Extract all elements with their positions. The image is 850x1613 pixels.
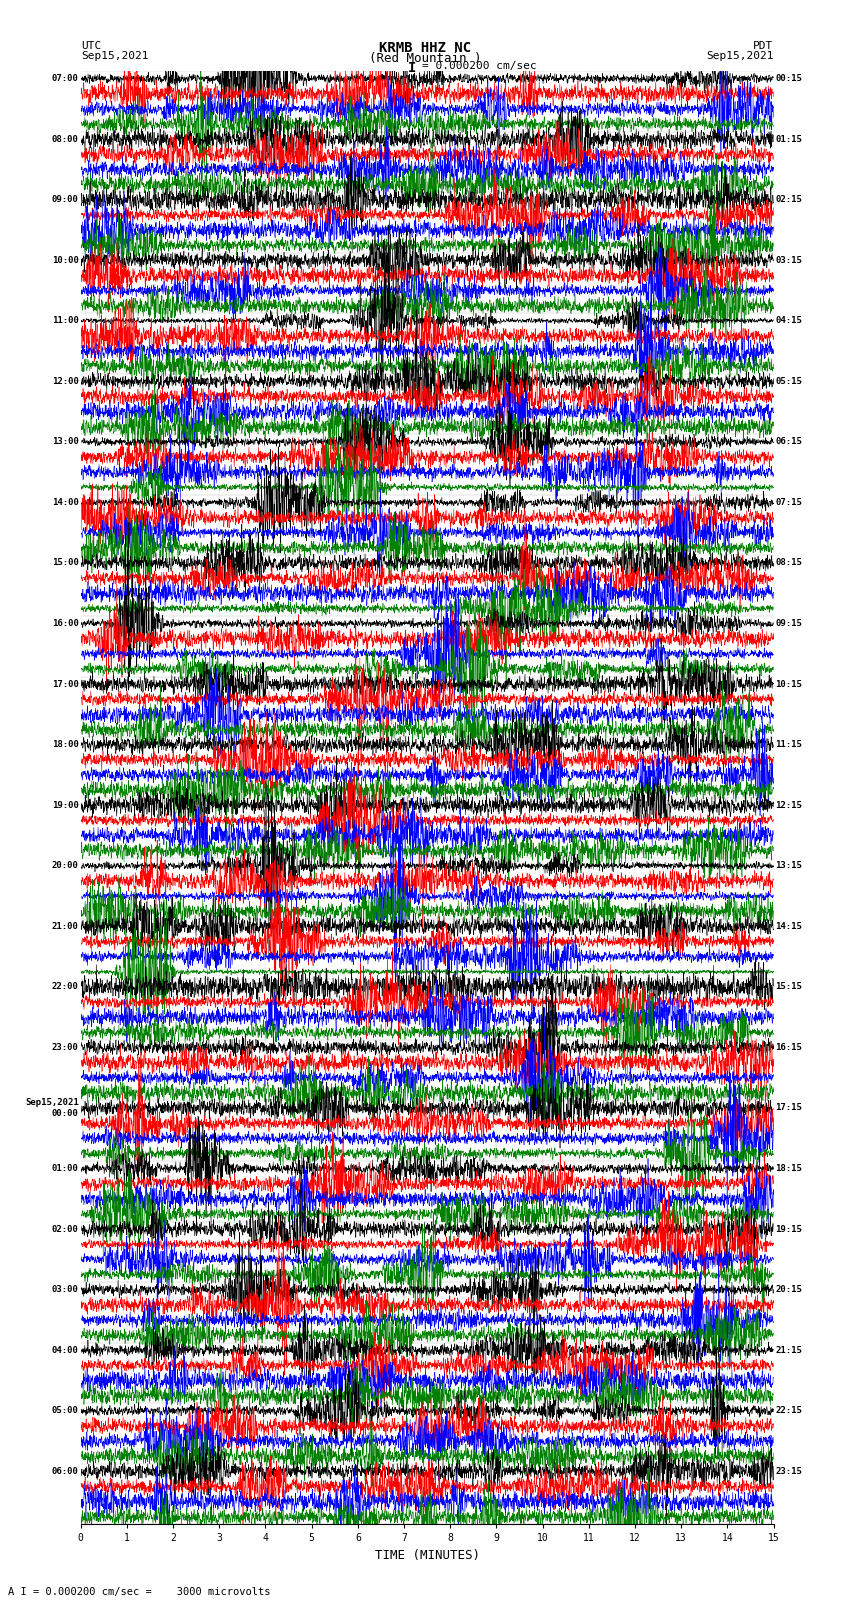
- Text: 09:15: 09:15: [775, 619, 802, 627]
- X-axis label: TIME (MINUTES): TIME (MINUTES): [375, 1548, 479, 1561]
- Text: 21:15: 21:15: [775, 1345, 802, 1355]
- Text: 04:00: 04:00: [52, 1345, 79, 1355]
- Text: 14:15: 14:15: [775, 921, 802, 931]
- Text: 08:15: 08:15: [775, 558, 802, 568]
- Text: 18:15: 18:15: [775, 1165, 802, 1173]
- Text: 03:15: 03:15: [775, 256, 802, 265]
- Text: Sep15,2021: Sep15,2021: [81, 50, 148, 61]
- Text: 13:15: 13:15: [775, 861, 802, 871]
- Text: 07:15: 07:15: [775, 498, 802, 506]
- Text: 01:15: 01:15: [775, 134, 802, 144]
- Text: 01:00: 01:00: [52, 1165, 79, 1173]
- Text: 20:15: 20:15: [775, 1286, 802, 1294]
- Text: UTC: UTC: [81, 40, 101, 52]
- Text: I: I: [408, 61, 416, 76]
- Text: 13:00: 13:00: [52, 437, 79, 447]
- Text: 12:00: 12:00: [52, 377, 79, 386]
- Text: 05:15: 05:15: [775, 377, 802, 386]
- Text: 20:00: 20:00: [52, 861, 79, 871]
- Text: 18:00: 18:00: [52, 740, 79, 748]
- Text: PDT: PDT: [753, 40, 774, 52]
- Text: (Red Mountain ): (Red Mountain ): [369, 52, 481, 66]
- Text: 23:00: 23:00: [52, 1044, 79, 1052]
- Text: 03:00: 03:00: [52, 1286, 79, 1294]
- Text: KRMB HHZ NC: KRMB HHZ NC: [379, 40, 471, 55]
- Text: 09:00: 09:00: [52, 195, 79, 205]
- Text: 17:00: 17:00: [52, 679, 79, 689]
- Text: 16:15: 16:15: [775, 1044, 802, 1052]
- Text: 12:15: 12:15: [775, 800, 802, 810]
- Text: 00:15: 00:15: [775, 74, 802, 82]
- Text: 10:00: 10:00: [52, 256, 79, 265]
- Text: 22:15: 22:15: [775, 1407, 802, 1415]
- Text: 15:15: 15:15: [775, 982, 802, 992]
- Text: 10:15: 10:15: [775, 679, 802, 689]
- Text: 04:15: 04:15: [775, 316, 802, 326]
- Text: 17:15: 17:15: [775, 1103, 802, 1113]
- Text: 02:00: 02:00: [52, 1224, 79, 1234]
- Text: 15:00: 15:00: [52, 558, 79, 568]
- Text: 19:00: 19:00: [52, 800, 79, 810]
- Text: A I = 0.000200 cm/sec =    3000 microvolts: A I = 0.000200 cm/sec = 3000 microvolts: [8, 1587, 271, 1597]
- Text: 08:00: 08:00: [52, 134, 79, 144]
- Text: 19:15: 19:15: [775, 1224, 802, 1234]
- Text: Sep15,2021
00:00: Sep15,2021 00:00: [25, 1098, 79, 1118]
- Text: 11:00: 11:00: [52, 316, 79, 326]
- Text: 05:00: 05:00: [52, 1407, 79, 1415]
- Text: 22:00: 22:00: [52, 982, 79, 992]
- Text: 06:00: 06:00: [52, 1466, 79, 1476]
- Text: 21:00: 21:00: [52, 921, 79, 931]
- Text: = 0.000200 cm/sec: = 0.000200 cm/sec: [422, 61, 537, 71]
- Text: 14:00: 14:00: [52, 498, 79, 506]
- Text: 23:15: 23:15: [775, 1466, 802, 1476]
- Text: 16:00: 16:00: [52, 619, 79, 627]
- Text: 07:00: 07:00: [52, 74, 79, 82]
- Text: Sep15,2021: Sep15,2021: [706, 50, 774, 61]
- Text: 02:15: 02:15: [775, 195, 802, 205]
- Text: 11:15: 11:15: [775, 740, 802, 748]
- Text: 06:15: 06:15: [775, 437, 802, 447]
